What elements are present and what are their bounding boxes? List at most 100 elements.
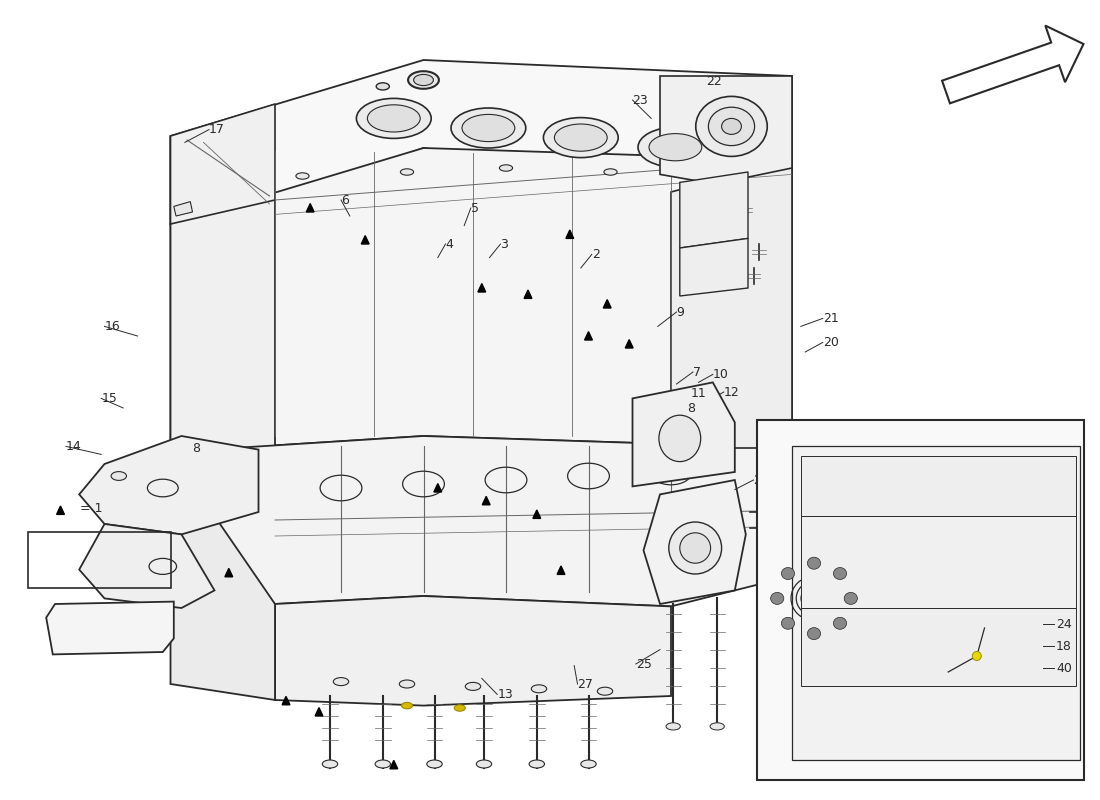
Polygon shape (532, 510, 541, 518)
Polygon shape (224, 568, 233, 577)
Text: 18: 18 (1056, 640, 1071, 653)
Text: 2: 2 (592, 248, 600, 261)
Polygon shape (482, 496, 491, 505)
Polygon shape (174, 202, 192, 216)
Polygon shape (170, 452, 275, 700)
FancyBboxPatch shape (792, 446, 1080, 760)
Ellipse shape (844, 592, 857, 605)
Text: 40: 40 (1054, 587, 1069, 600)
Polygon shape (361, 235, 370, 244)
Polygon shape (79, 524, 214, 608)
Polygon shape (584, 331, 593, 340)
Ellipse shape (771, 592, 784, 605)
Text: 7: 7 (693, 366, 701, 378)
Polygon shape (801, 516, 1076, 608)
Text: 9: 9 (676, 306, 684, 318)
Polygon shape (603, 300, 612, 308)
Ellipse shape (414, 74, 433, 86)
Ellipse shape (367, 105, 420, 132)
Ellipse shape (834, 567, 847, 579)
Ellipse shape (499, 165, 513, 171)
Ellipse shape (604, 169, 617, 175)
Polygon shape (557, 566, 565, 574)
Text: 19: 19 (781, 659, 796, 672)
Ellipse shape (402, 702, 412, 709)
Polygon shape (942, 26, 1084, 103)
Ellipse shape (581, 760, 596, 768)
Polygon shape (275, 596, 671, 706)
Ellipse shape (695, 96, 768, 157)
Polygon shape (389, 760, 398, 769)
Ellipse shape (597, 687, 613, 695)
Polygon shape (801, 456, 1076, 516)
Polygon shape (433, 483, 442, 492)
Ellipse shape (376, 82, 389, 90)
Polygon shape (644, 480, 746, 604)
Polygon shape (671, 160, 792, 448)
Text: 15: 15 (101, 392, 117, 405)
Text: 21: 21 (823, 312, 838, 325)
Text: 25: 25 (636, 658, 651, 670)
Polygon shape (565, 230, 574, 238)
Ellipse shape (531, 685, 547, 693)
Ellipse shape (680, 533, 711, 563)
Ellipse shape (296, 173, 309, 179)
Ellipse shape (543, 118, 618, 158)
FancyBboxPatch shape (757, 420, 1084, 780)
Polygon shape (660, 76, 792, 184)
Ellipse shape (708, 107, 755, 146)
Polygon shape (801, 608, 1076, 686)
Ellipse shape (669, 522, 722, 574)
Polygon shape (170, 148, 792, 452)
Ellipse shape (781, 618, 794, 630)
Ellipse shape (529, 760, 544, 768)
Polygon shape (170, 104, 275, 224)
Polygon shape (477, 283, 486, 292)
Polygon shape (306, 204, 315, 212)
Ellipse shape (375, 760, 390, 768)
Ellipse shape (834, 618, 847, 630)
Ellipse shape (111, 472, 126, 480)
Ellipse shape (454, 705, 465, 711)
Polygon shape (46, 602, 174, 654)
Text: 16: 16 (104, 320, 120, 333)
Ellipse shape (666, 723, 680, 730)
Text: 24: 24 (1054, 627, 1069, 640)
Text: EuropaFact: EuropaFact (163, 377, 673, 455)
Text: 22: 22 (706, 75, 722, 88)
Text: 27: 27 (578, 678, 593, 690)
Polygon shape (625, 339, 634, 348)
Polygon shape (315, 708, 323, 716)
Text: 8: 8 (192, 442, 200, 454)
Text: 24: 24 (1056, 618, 1071, 630)
Ellipse shape (703, 174, 716, 181)
Text: 8: 8 (688, 402, 695, 414)
Ellipse shape (333, 678, 349, 686)
Polygon shape (680, 172, 748, 248)
Text: 11: 11 (691, 387, 706, 400)
Text: 4: 4 (446, 238, 453, 250)
Polygon shape (56, 506, 65, 514)
Polygon shape (170, 136, 275, 452)
Text: 20: 20 (823, 336, 838, 349)
Text: 40: 40 (1056, 662, 1071, 674)
Polygon shape (680, 238, 748, 296)
Ellipse shape (476, 760, 492, 768)
Polygon shape (170, 436, 792, 606)
Text: 18: 18 (1054, 608, 1069, 621)
Ellipse shape (711, 723, 724, 730)
Ellipse shape (722, 118, 741, 134)
Ellipse shape (659, 415, 701, 462)
Ellipse shape (465, 682, 481, 690)
Polygon shape (170, 60, 792, 224)
Ellipse shape (451, 108, 526, 148)
Ellipse shape (807, 627, 821, 640)
Text: 6: 6 (341, 194, 349, 206)
Text: 10: 10 (713, 368, 728, 381)
Ellipse shape (427, 760, 442, 768)
Ellipse shape (638, 127, 713, 167)
Ellipse shape (322, 760, 338, 768)
Text: 26: 26 (754, 474, 769, 486)
Ellipse shape (554, 124, 607, 151)
Ellipse shape (649, 134, 702, 161)
